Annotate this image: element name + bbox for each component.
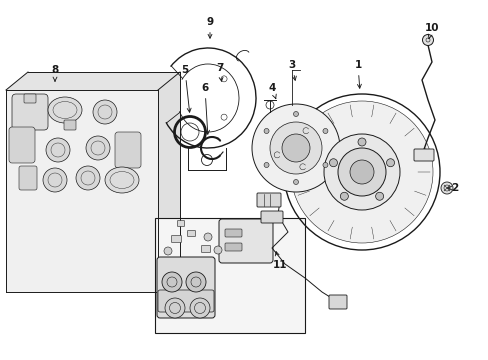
Circle shape <box>43 168 67 192</box>
FancyBboxPatch shape <box>201 246 210 252</box>
Text: 9: 9 <box>206 17 213 38</box>
Circle shape <box>214 246 222 254</box>
Circle shape <box>349 160 373 184</box>
Circle shape <box>264 129 268 134</box>
Text: 7: 7 <box>216 63 223 81</box>
FancyBboxPatch shape <box>261 211 283 223</box>
Circle shape <box>340 192 347 200</box>
Circle shape <box>93 100 117 124</box>
Circle shape <box>357 138 365 146</box>
FancyBboxPatch shape <box>158 290 214 312</box>
FancyBboxPatch shape <box>19 166 37 190</box>
Circle shape <box>329 159 337 167</box>
Circle shape <box>164 298 184 318</box>
FancyBboxPatch shape <box>64 120 76 130</box>
Circle shape <box>190 298 209 318</box>
Circle shape <box>293 112 298 117</box>
Text: 6: 6 <box>201 83 209 134</box>
Circle shape <box>322 129 327 134</box>
Circle shape <box>251 104 339 192</box>
Circle shape <box>337 148 385 196</box>
Circle shape <box>375 192 383 200</box>
Text: 1: 1 <box>354 60 361 88</box>
Circle shape <box>162 272 182 292</box>
Ellipse shape <box>105 167 139 193</box>
Text: 10: 10 <box>424 23 438 39</box>
FancyBboxPatch shape <box>224 229 242 237</box>
Ellipse shape <box>48 97 82 123</box>
Circle shape <box>163 247 172 255</box>
Text: 3: 3 <box>288 60 296 80</box>
FancyBboxPatch shape <box>187 230 195 237</box>
Text: 11: 11 <box>272 252 286 270</box>
FancyBboxPatch shape <box>24 94 36 103</box>
Circle shape <box>282 134 309 162</box>
FancyBboxPatch shape <box>219 219 272 263</box>
Circle shape <box>440 182 452 194</box>
Circle shape <box>290 101 432 243</box>
Circle shape <box>46 138 70 162</box>
Text: 2: 2 <box>447 183 458 193</box>
Circle shape <box>269 122 321 174</box>
FancyBboxPatch shape <box>177 220 184 226</box>
Bar <box>155 218 305 333</box>
FancyBboxPatch shape <box>157 257 215 318</box>
Text: 4: 4 <box>268 83 276 99</box>
Circle shape <box>322 162 327 167</box>
Polygon shape <box>6 72 180 90</box>
Circle shape <box>293 180 298 184</box>
FancyBboxPatch shape <box>9 127 35 163</box>
FancyBboxPatch shape <box>115 132 141 168</box>
Circle shape <box>185 272 205 292</box>
FancyBboxPatch shape <box>257 193 281 207</box>
Text: 5: 5 <box>181 65 191 112</box>
Polygon shape <box>6 90 158 292</box>
FancyBboxPatch shape <box>328 295 346 309</box>
Text: 8: 8 <box>51 65 59 81</box>
FancyBboxPatch shape <box>171 235 181 243</box>
Circle shape <box>264 162 268 167</box>
Circle shape <box>422 35 433 45</box>
Circle shape <box>76 166 100 190</box>
Circle shape <box>203 233 212 241</box>
Circle shape <box>324 134 399 210</box>
Polygon shape <box>158 72 180 292</box>
Circle shape <box>86 136 110 160</box>
FancyBboxPatch shape <box>413 149 433 161</box>
FancyBboxPatch shape <box>224 243 242 251</box>
FancyBboxPatch shape <box>12 94 48 130</box>
Circle shape <box>386 159 394 167</box>
